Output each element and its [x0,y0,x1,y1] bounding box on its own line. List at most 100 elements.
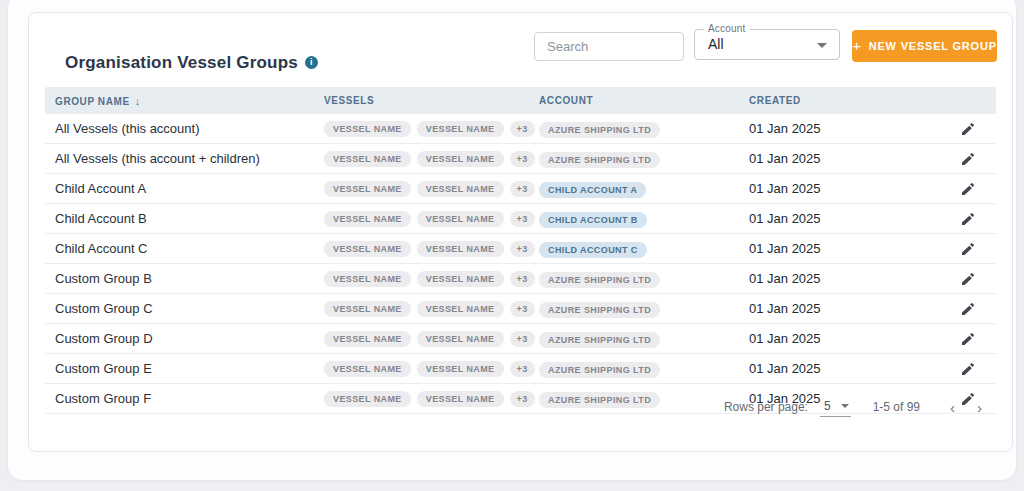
vessels-cell: VESSEL NAME VESSEL NAME +3 [324,121,539,137]
column-header-vessels[interactable]: VESSELS [324,95,539,106]
vessel-chip: VESSEL NAME [324,211,411,227]
pagination-range: 1-5 of 99 [873,400,920,414]
created-cell: 01 Jan 2025 [749,181,919,196]
next-page-button[interactable]: › [971,397,988,418]
table-body: All Vessels (this account) VESSEL NAME VE… [45,114,996,414]
account-chip: CHILD ACCOUNT C [539,242,647,258]
group-name-cell: All Vessels (this account) [45,121,324,136]
vessel-overflow-chip: +3 [510,301,535,317]
edit-button[interactable] [958,299,978,319]
account-select[interactable]: Account All [694,29,840,60]
group-name-cell: Custom Group C [45,301,324,316]
rows-per-page-select[interactable]: 5 [820,397,851,417]
table-row: Child Account B VESSEL NAMEVESSEL NAME+3… [45,204,996,234]
account-cell: AZURE SHIPPING LTD [539,119,749,138]
pencil-icon [960,181,976,197]
account-select-value: All [708,36,724,52]
edit-button[interactable] [958,149,978,169]
account-cell: AZURE SHIPPING LTD [539,299,749,318]
table-row: Custom Group C VESSEL NAMEVESSEL NAME+3 … [45,294,996,324]
created-cell: 01 Jan 2025 [749,121,919,136]
pencil-icon [960,331,976,347]
pencil-icon [960,211,976,227]
edit-button[interactable] [958,239,978,259]
created-cell: 01 Jan 2025 [749,211,919,226]
account-cell: AZURE SHIPPING LTD [539,329,749,348]
vessel-chip: VESSEL NAME [324,241,411,257]
edit-button[interactable] [958,359,978,379]
vessel-overflow-chip: +3 [510,361,535,377]
account-cell: AZURE SHIPPING LTD [539,269,749,288]
vessel-chip: VESSEL NAME [324,271,411,287]
created-cell: 01 Jan 2025 [749,301,919,316]
created-cell: 01 Jan 2025 [749,271,919,286]
pencil-icon [960,271,976,287]
vessels-cell: VESSEL NAMEVESSEL NAME+3 [324,271,539,287]
column-header-account[interactable]: ACCOUNT [539,95,749,106]
account-chip: AZURE SHIPPING LTD [539,362,660,378]
account-chip: AZURE SHIPPING LTD [539,302,660,318]
edit-button[interactable] [958,179,978,199]
account-cell: CHILD ACCOUNT B [539,209,749,228]
pencil-icon [960,241,976,257]
card-header: Organisation Vessel Groupsi Account All … [29,13,1012,87]
vessel-chip: VESSEL NAME [324,121,411,137]
account-cell: CHILD ACCOUNT A [539,179,749,198]
vessel-chip: VESSEL NAME [417,181,504,197]
vessels-cell: VESSEL NAMEVESSEL NAME+3 [324,331,539,347]
vessel-groups-table: GROUP NAME↓ VESSELS ACCOUNT CREATED All … [45,87,996,414]
account-cell: CHILD ACCOUNT C [539,239,749,258]
vessel-groups-card: Organisation Vessel Groups i Account All … [28,12,1013,452]
new-vessel-group-label: NEW VESSEL GROUP [869,40,997,52]
edit-button[interactable] [958,269,978,289]
account-chip: CHILD ACCOUNT A [539,182,646,198]
previous-page-button[interactable]: ‹ [944,397,961,418]
table-row: All Vessels (this account) VESSEL NAMEVE… [45,114,996,144]
edit-button[interactable] [958,119,978,139]
account-select-label: Account [704,23,750,34]
vessels-cell: VESSEL NAME VESSEL NAME +3 [324,181,539,197]
vessel-chip: VESSEL NAME [324,181,411,197]
created-cell: 01 Jan 2025 [749,331,919,346]
vessel-chip: VESSEL NAME [417,151,504,167]
info-icon[interactable]: i [305,56,318,69]
page-panel: Organisation Vessel Groups i Account All … [8,0,1016,480]
vessel-chip: VESSEL NAME [417,241,504,257]
edit-button[interactable] [958,329,978,349]
page-title: Organisation Vessel Groups i [65,53,318,73]
group-name-cell: Custom Group B [45,271,324,286]
vessel-overflow-chip: +3 [510,151,535,167]
vessel-chip: VESSEL NAME [417,211,504,227]
column-header-created[interactable]: CREATED [749,95,919,106]
plus-icon: + [852,38,862,53]
page-title-text: Organisation Vessel Groups [65,53,298,72]
table-row: Custom Group D VESSEL NAMEVESSEL NAME+3 … [45,324,996,354]
group-name-cell: Custom Group D [45,331,324,346]
table-row: Custom Group E VESSEL NAMEVESSEL NAME+3 … [45,354,996,384]
table-footer: Rows per page: 5 1-5 of 99 ‹ › [45,388,996,426]
pencil-icon [960,151,976,167]
vessel-overflow-chip: +3 [510,271,535,287]
group-name-cell: Child Account A [45,181,324,196]
account-chip: CHILD ACCOUNT B [539,212,647,228]
vessel-overflow-chip: +3 [510,331,535,347]
chevron-down-icon [817,43,827,48]
rows-per-page-label: Rows per page: [724,400,808,414]
vessel-chip: VESSEL NAME [324,151,411,167]
vessel-overflow-chip: +3 [510,181,535,197]
column-header-group-name[interactable]: GROUP NAME↓ [45,95,324,107]
account-cell: AZURE SHIPPING LTD [539,149,749,168]
account-chip: AZURE SHIPPING LTD [539,122,660,138]
new-vessel-group-button[interactable]: + NEW VESSEL GROUP [852,30,997,62]
vessel-chip: VESSEL NAME [417,121,504,137]
vessel-overflow-chip: +3 [510,121,535,137]
vessels-cell: VESSEL NAME VESSEL NAME +3 [324,241,539,257]
account-chip: AZURE SHIPPING LTD [539,332,660,348]
vessel-overflow-chip: +3 [510,211,535,227]
account-cell: AZURE SHIPPING LTD [539,359,749,378]
vessels-cell: VESSEL NAME VESSEL NAME +3 [324,211,539,227]
vessel-chip: VESSEL NAME [324,301,411,317]
group-name-cell: All Vessels (this account + children) [45,151,324,166]
vessel-overflow-chip: +3 [510,241,535,257]
edit-button[interactable] [958,209,978,229]
